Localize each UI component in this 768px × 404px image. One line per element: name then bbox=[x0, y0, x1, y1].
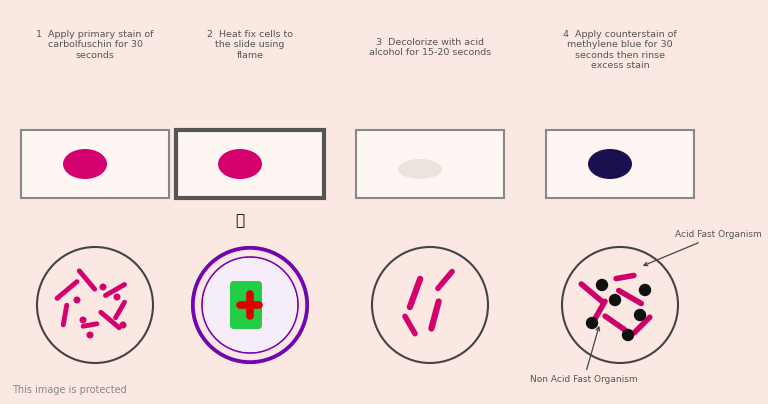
Circle shape bbox=[610, 295, 621, 305]
Text: Non Acid Fast Organism: Non Acid Fast Organism bbox=[530, 327, 637, 384]
FancyBboxPatch shape bbox=[176, 130, 324, 198]
Circle shape bbox=[640, 284, 650, 295]
Text: This image is protected: This image is protected bbox=[12, 385, 127, 395]
Ellipse shape bbox=[218, 149, 262, 179]
Circle shape bbox=[634, 309, 645, 320]
FancyBboxPatch shape bbox=[356, 130, 504, 198]
Circle shape bbox=[114, 294, 120, 300]
FancyBboxPatch shape bbox=[21, 130, 169, 198]
Circle shape bbox=[203, 258, 297, 352]
FancyBboxPatch shape bbox=[230, 281, 262, 329]
Ellipse shape bbox=[398, 159, 442, 179]
Circle shape bbox=[121, 322, 126, 328]
FancyBboxPatch shape bbox=[546, 130, 694, 198]
Circle shape bbox=[88, 332, 93, 338]
Circle shape bbox=[80, 317, 86, 323]
Text: 🔥: 🔥 bbox=[236, 213, 244, 229]
Circle shape bbox=[74, 297, 80, 303]
Circle shape bbox=[623, 330, 634, 341]
Circle shape bbox=[597, 280, 607, 290]
Text: 3  Decolorize with acid
alcohol for 15-20 seconds: 3 Decolorize with acid alcohol for 15-20… bbox=[369, 38, 491, 57]
Text: Acid Fast Organism: Acid Fast Organism bbox=[644, 230, 762, 266]
Ellipse shape bbox=[63, 149, 107, 179]
Circle shape bbox=[587, 318, 598, 328]
Text: 2  Heat fix cells to
the slide using
flame: 2 Heat fix cells to the slide using flam… bbox=[207, 30, 293, 60]
Text: 4  Apply counterstain of
methylene blue for 30
seconds then rinse
excess stain: 4 Apply counterstain of methylene blue f… bbox=[563, 30, 677, 70]
Ellipse shape bbox=[588, 149, 632, 179]
Text: 1  Apply primary stain of
carbolfuschin for 30
seconds: 1 Apply primary stain of carbolfuschin f… bbox=[36, 30, 154, 60]
Circle shape bbox=[100, 284, 106, 290]
